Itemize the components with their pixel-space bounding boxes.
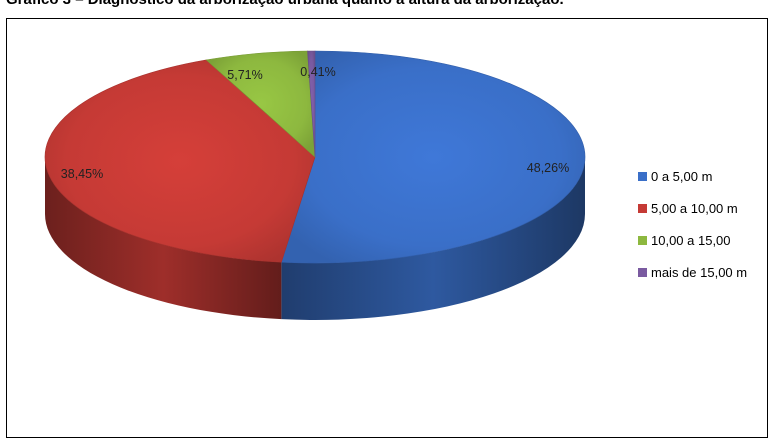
- slice-data-label: 48,26%: [527, 161, 569, 175]
- legend-label: 5,00 a 10,00 m: [651, 201, 738, 216]
- legend-label: 0 a 5,00 m: [651, 169, 713, 184]
- legend-item: 10,00 a 15,00: [638, 230, 747, 251]
- legend-item: mais de 15,00 m: [638, 262, 747, 283]
- legend-swatch: [638, 268, 647, 277]
- legend-swatch: [638, 204, 647, 213]
- slice-data-label: 38,45%: [61, 167, 103, 181]
- slice-data-label: 0,41%: [300, 65, 335, 79]
- pie-slice: [307, 50, 316, 158]
- slice-data-label: 5,71%: [227, 68, 262, 82]
- legend: 0 a 5,00 m 5,00 a 10,00 m 10,00 a 15,00 …: [638, 166, 747, 294]
- pie-side-wall: [44, 157, 282, 320]
- pie-slice: [280, 50, 586, 264]
- legend-label: 10,00 a 15,00: [651, 233, 731, 248]
- legend-swatch: [638, 236, 647, 245]
- legend-swatch: [638, 172, 647, 181]
- legend-item: 5,00 a 10,00 m: [638, 198, 747, 219]
- pie-side-wall: [281, 157, 585, 320]
- legend-label: mais de 15,00 m: [651, 265, 748, 280]
- legend-item: 0 a 5,00 m: [638, 166, 747, 187]
- pie-slice: [44, 59, 316, 263]
- chart-title: Gráfico 3 – Diagnóstico da arborização u…: [6, 0, 766, 9]
